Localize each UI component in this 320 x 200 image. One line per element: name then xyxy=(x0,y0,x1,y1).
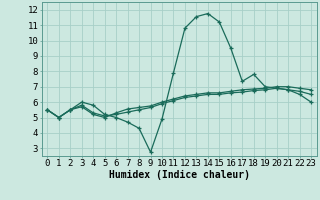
X-axis label: Humidex (Indice chaleur): Humidex (Indice chaleur) xyxy=(109,170,250,180)
